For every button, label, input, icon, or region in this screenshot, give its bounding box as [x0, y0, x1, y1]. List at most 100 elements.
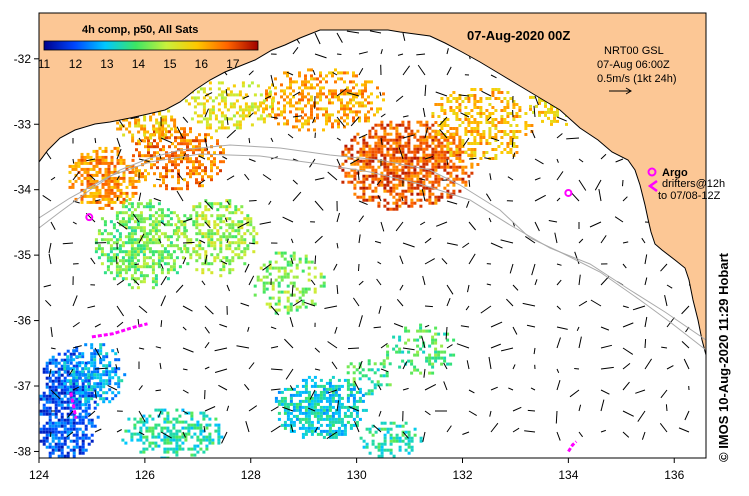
sst-pixel	[286, 414, 290, 418]
sst-pixel	[428, 356, 432, 360]
sst-pixel	[66, 385, 70, 389]
sst-pixel	[57, 430, 61, 434]
sst-pixel	[169, 441, 173, 445]
sst-pixel	[163, 262, 167, 266]
sst-pixel	[177, 178, 180, 182]
sst-pixel	[395, 132, 399, 136]
sst-pixel	[225, 244, 229, 248]
sst-pixel	[437, 130, 441, 133]
sst-pixel	[72, 451, 76, 455]
sst-pixel	[428, 344, 432, 348]
sst-pixel	[358, 390, 362, 394]
sst-pixel	[535, 104, 538, 108]
sst-pixel	[117, 382, 121, 386]
sst-pixel	[325, 74, 328, 78]
sst-pixel	[431, 335, 435, 339]
current-arrow	[446, 242, 458, 246]
sst-pixel	[51, 394, 55, 398]
sst-pixel	[419, 171, 423, 175]
sst-pixel	[112, 235, 116, 239]
sst-pixel	[67, 461, 70, 464]
sst-pixel	[283, 408, 287, 412]
sst-pixel	[193, 432, 197, 436]
sst-pixel	[350, 144, 354, 148]
sst-pixel	[416, 162, 420, 166]
sst-pixel	[42, 439, 46, 443]
current-arrow	[270, 346, 279, 349]
sst-pixel	[370, 389, 374, 393]
colorbar: 4h comp, p50, All Sats 11 12 13 14 15 16 17	[38, 24, 259, 71]
current-arrow	[160, 295, 167, 307]
sst-pixel	[247, 84, 251, 88]
sst-pixel	[367, 80, 370, 84]
sst-pixel	[298, 74, 301, 78]
sst-pixel	[225, 223, 229, 227]
sst-pixel	[60, 391, 64, 395]
sst-pixel	[316, 77, 319, 81]
sst-pixel	[238, 105, 242, 109]
sst-pixel	[340, 432, 344, 436]
sst-pixel	[231, 220, 235, 224]
sst-pixel	[395, 150, 399, 154]
sst-pixel	[437, 141, 441, 145]
sst-pixel	[304, 77, 307, 81]
sst-pixel	[328, 384, 332, 388]
sst-pixel	[544, 104, 547, 108]
sst-pixel	[365, 427, 369, 431]
sst-pixel	[289, 83, 292, 87]
sst-pixel	[322, 128, 325, 132]
sst-pixel	[177, 154, 180, 158]
sst-pixel	[283, 257, 287, 261]
sst-pixel	[322, 384, 326, 388]
sst-pixel	[446, 189, 450, 193]
sst-pixel	[268, 305, 272, 309]
sst-pixel	[295, 414, 299, 418]
sst-pixel	[202, 105, 206, 109]
sst-pixel	[96, 391, 100, 395]
sst-pixel	[139, 244, 143, 248]
sst-pixel	[434, 121, 438, 124]
sst-pixel	[154, 217, 158, 221]
sst-pixel	[207, 235, 211, 239]
sst-pixel	[97, 244, 101, 248]
sst-pixel	[145, 435, 149, 439]
sst-pixel	[404, 153, 408, 157]
sst-pixel	[383, 168, 387, 172]
sst-pixel	[298, 408, 302, 412]
current-arrow	[133, 279, 140, 286]
sst-pixel	[337, 417, 341, 421]
sst-pixel	[319, 95, 322, 99]
current-arrow	[424, 305, 433, 308]
sst-pixel	[96, 373, 100, 377]
current-arrow	[350, 158, 360, 165]
sst-pixel	[124, 277, 128, 281]
sst-pixel	[219, 259, 223, 263]
sst-pixel	[244, 102, 248, 106]
sst-pixel	[130, 238, 134, 242]
sst-pixel	[99, 394, 103, 398]
sst-pixel	[201, 139, 204, 143]
sst-pixel	[365, 177, 369, 181]
sst-pixel	[204, 250, 208, 254]
sst-pixel	[163, 456, 167, 458]
current-arrow	[224, 217, 228, 223]
sst-pixel	[479, 115, 483, 118]
sst-pixel	[72, 433, 76, 437]
sst-pixel	[172, 417, 176, 421]
sst-pixel	[192, 148, 195, 152]
argo-float-marker	[85, 213, 94, 222]
sst-pixel	[102, 370, 106, 374]
sst-pixel	[164, 127, 168, 131]
sst-pixel	[117, 358, 121, 362]
sst-pixel	[87, 376, 91, 380]
sst-pixel	[419, 329, 423, 333]
current-arrow	[556, 197, 561, 202]
sst-pixel	[316, 414, 320, 418]
sst-pixel	[304, 122, 307, 126]
sst-pixel	[349, 423, 353, 427]
current-arrow	[336, 32, 343, 43]
y-tick-label: -34	[14, 183, 32, 197]
sst-pixel	[547, 110, 550, 114]
sst-pixel	[452, 109, 456, 112]
sst-pixel	[298, 426, 302, 430]
